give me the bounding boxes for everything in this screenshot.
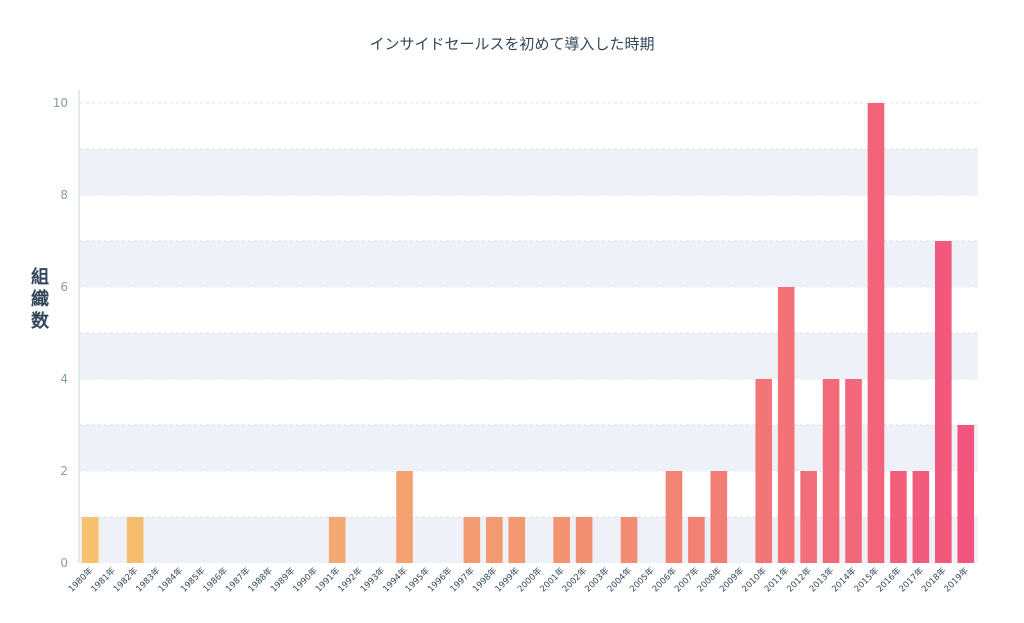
chart-title: インサイドセールスを初めて導入した時期 xyxy=(369,35,654,53)
bar xyxy=(486,517,503,563)
y-tick-label: 2 xyxy=(60,464,68,478)
y-tick-label: 4 xyxy=(60,372,68,386)
bar xyxy=(396,471,413,563)
bar xyxy=(126,517,144,563)
bar xyxy=(822,379,840,563)
bar xyxy=(800,471,817,563)
x-ticks: 1980年1981年1982年1983年1984年1985年1986年1987年… xyxy=(66,565,971,594)
bar xyxy=(912,471,930,563)
bar xyxy=(777,287,795,563)
bar xyxy=(508,517,526,563)
grid-band xyxy=(80,425,978,471)
bar xyxy=(845,379,862,563)
bar xyxy=(81,517,99,563)
grid-band xyxy=(80,517,978,563)
bar xyxy=(328,517,346,563)
y-tick-label: 10 xyxy=(53,96,68,110)
grid-band xyxy=(80,149,978,195)
y-tick-label: 8 xyxy=(60,188,68,202)
bar xyxy=(755,379,773,563)
bar xyxy=(935,241,952,563)
bar xyxy=(688,517,705,563)
bar xyxy=(665,471,683,563)
bar xyxy=(890,471,907,563)
bar xyxy=(957,425,975,563)
grid-band xyxy=(80,241,978,287)
grid-bands xyxy=(80,102,978,563)
y-ticks: 0 2 4 6 8 10 xyxy=(53,96,68,570)
bars xyxy=(81,103,975,563)
bar xyxy=(575,517,593,563)
bar xyxy=(553,517,570,563)
bar xyxy=(867,103,885,563)
bar xyxy=(463,517,481,563)
y-axis-label: 組織数 xyxy=(31,266,50,332)
y-tick-label: 0 xyxy=(60,556,68,570)
bar xyxy=(620,517,638,563)
y-tick-label: 6 xyxy=(60,280,68,294)
x-tick-label: 2019年 xyxy=(942,565,971,594)
grid-band xyxy=(80,333,978,379)
bar xyxy=(710,471,728,563)
